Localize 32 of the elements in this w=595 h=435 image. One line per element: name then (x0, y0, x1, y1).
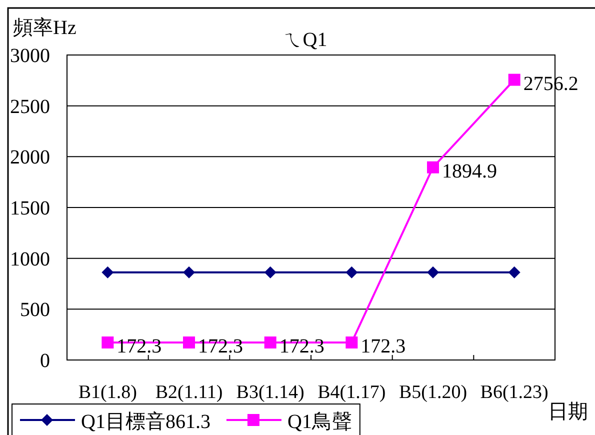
y-tick-label: 0 (40, 350, 50, 372)
legend-label: Q1鳥聲 (287, 411, 352, 433)
point (102, 336, 114, 348)
x-tick-label: B5(1.20) (398, 382, 468, 403)
point (183, 266, 195, 278)
point (264, 266, 276, 278)
point (508, 74, 520, 86)
x-tick-label: B6(1.23) (480, 382, 548, 403)
point (346, 336, 358, 348)
point (508, 266, 520, 278)
point (183, 336, 195, 348)
x-tick-label: B4(1.17) (318, 382, 386, 403)
data-label: 1894.9 (442, 160, 497, 182)
point (264, 336, 276, 348)
point (346, 266, 358, 278)
y-axis-title: 頻率Hz (13, 17, 76, 39)
chart-title: ㄟQ1 (282, 29, 328, 51)
y-tick-label: 2000 (10, 146, 50, 169)
y-tick-label: 2500 (10, 96, 50, 118)
data-label: 172.3 (360, 335, 406, 358)
legend-label: Q1目標音861.3 (81, 411, 210, 433)
point (427, 161, 439, 174)
x-tick-label: B3(1.14) (236, 382, 304, 403)
x-tick-label: B2(1.11) (155, 382, 223, 403)
y-tick-label: 500 (20, 299, 50, 322)
y-tick-label: 1500 (10, 198, 50, 220)
y-tick-label: 1000 (10, 248, 50, 270)
y-tick-label: 3000 (10, 45, 50, 67)
point (427, 266, 439, 278)
x-axis-title: 日期 (548, 401, 588, 423)
x-tick-label: B1(1.8) (78, 382, 137, 403)
point (102, 266, 114, 278)
